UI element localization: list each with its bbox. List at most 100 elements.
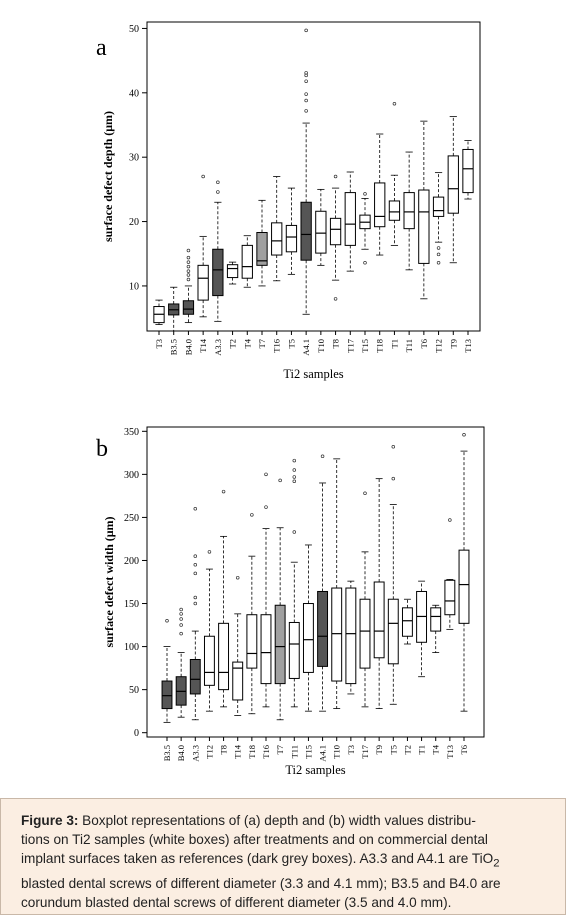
box-t8 <box>218 489 230 708</box>
box-body <box>241 244 253 279</box>
x-tick-label: T13 <box>463 339 473 353</box>
x-tick-label: B4.0 <box>183 339 193 355</box>
x-tick-label: T9 <box>448 339 458 348</box>
y-tick-label: 100 <box>124 642 139 653</box>
outlier-point <box>304 71 308 75</box>
box-body <box>374 182 386 228</box>
box-body <box>260 614 272 685</box>
box-a3-3 <box>212 180 224 322</box>
x-tick-label: T5 <box>286 339 296 348</box>
box-t4 <box>241 235 253 288</box>
outlier-point <box>436 252 441 257</box>
x-tick-label: T15 <box>360 339 370 353</box>
box-t15 <box>359 192 371 265</box>
box-body <box>226 264 239 279</box>
y-tick-label: 30 <box>129 153 139 164</box>
box-body <box>317 590 329 667</box>
caption-line-4: blasted dental screws of different diame… <box>21 875 501 891</box>
box-body <box>388 200 401 221</box>
caption-line-1: Figure 3: Boxplot representations of (a)… <box>21 811 551 830</box>
width-boxplot-panel: 0 50 100 150 200 250 300 350 surface defect widt… <box>0 410 568 790</box>
outlier-point <box>278 478 282 483</box>
x-tick-label: T17 <box>360 745 370 759</box>
box-a4-1 <box>300 28 312 315</box>
plot-frame <box>146 21 481 332</box>
outlier-point <box>436 246 441 250</box>
box-body <box>359 598 371 669</box>
outlier-point <box>201 174 205 179</box>
x-tick-label: T13 <box>445 745 455 759</box>
outlier-point <box>363 491 367 496</box>
caption-line-2: tions on Ti2 samples (white boxes) after… <box>21 832 488 847</box>
box-body <box>256 232 268 266</box>
box-body <box>274 604 286 685</box>
outlier-point <box>391 476 396 481</box>
outlier-point <box>193 554 198 558</box>
outlier-point <box>165 619 169 623</box>
box-t3 <box>345 580 357 695</box>
box-t1 <box>416 580 428 678</box>
x-tick-label: T1 <box>417 745 427 754</box>
outlier-point <box>250 513 254 517</box>
outlier-point <box>264 472 268 477</box>
outlier-point <box>193 507 198 511</box>
x-tick-label: T12 <box>204 745 214 759</box>
x-tick-label: T6 <box>419 339 429 348</box>
box-t17 <box>344 171 356 272</box>
box-body <box>387 598 399 665</box>
outlier-point <box>320 454 325 459</box>
outlier-point <box>304 109 308 113</box>
y-tick-label: 200 <box>124 556 139 567</box>
panel-letter: a <box>96 35 107 61</box>
box-body <box>430 607 442 632</box>
x-tick-label: T7 <box>257 339 267 348</box>
outlier-point <box>462 433 466 437</box>
box-t7 <box>256 199 268 287</box>
box-t3 <box>153 299 165 325</box>
box-body <box>271 222 283 256</box>
box-body <box>373 581 385 659</box>
outlier-point <box>186 273 191 277</box>
x-tick-label: A4.1 <box>318 745 328 762</box>
box-t16 <box>260 472 272 708</box>
box-body <box>232 661 244 701</box>
y-tick-label: 0 <box>134 728 139 739</box>
box-b4-0 <box>175 607 187 718</box>
depth-boxplot-chart: 10 20 30 40 50 surface defect depth (μm) a T3 B3… <box>96 21 481 381</box>
box-b4-0 <box>182 248 195 324</box>
caption-text-3: implant surfaces taken as references (da… <box>21 851 494 866</box>
outlier-point <box>193 595 198 600</box>
box-t6 <box>458 433 470 712</box>
outlier-point <box>363 192 367 196</box>
x-tick-label: A3.3 <box>190 745 200 762</box>
x-axis-title: Ti2 samples <box>283 367 343 381</box>
x-tick-label: T16 <box>261 745 271 759</box>
box-body <box>401 607 413 637</box>
x-tick-label: T8 <box>331 339 341 348</box>
outlier-point <box>193 563 198 567</box>
outlier-point <box>193 571 198 576</box>
box-body <box>331 587 343 682</box>
y-tick-label: 20 <box>129 217 139 228</box>
x-tick-label: T12 <box>434 339 444 353</box>
x-tick-label: T7 <box>275 745 285 754</box>
box-t12 <box>203 550 215 712</box>
box-t13 <box>462 140 474 200</box>
outlier-point <box>333 174 338 179</box>
outlier-point <box>186 248 191 253</box>
x-tick-label: T10 <box>316 339 326 353</box>
x-tick-label: T9 <box>374 745 384 754</box>
outlier-point <box>292 468 297 472</box>
box-body <box>246 614 258 669</box>
outlier-point <box>186 255 191 260</box>
box-t11 <box>288 458 300 708</box>
y-tick-label: 50 <box>129 24 139 35</box>
outlier-point <box>392 102 397 106</box>
x-tick-label: T11 <box>404 339 414 352</box>
x-tick-label: B3.5 <box>169 339 179 355</box>
box-body <box>403 192 415 230</box>
caption-subscript: 2 <box>493 857 500 870</box>
x-tick-label: T18 <box>375 339 385 353</box>
y-tick-label: 50 <box>129 685 139 696</box>
box-body <box>418 189 430 264</box>
